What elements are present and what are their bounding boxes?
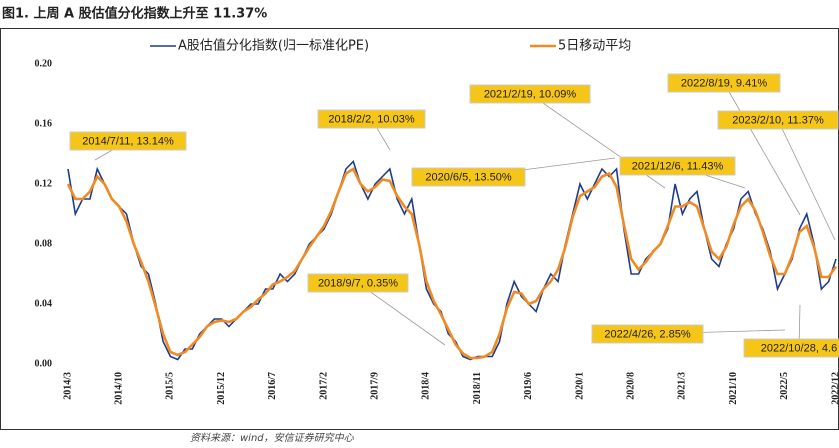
- source: 资料来源：wind，安信证券研究中心: [190, 432, 355, 444]
- annotation: 2022/10/28, 4.6: [761, 342, 837, 354]
- x-tick-label: 2020/8: [625, 372, 636, 400]
- annotation-box: [743, 338, 839, 358]
- x-tick-label: 2022/5: [779, 372, 790, 400]
- x-tick-label: 2018/11: [472, 372, 483, 404]
- leader-line: [357, 282, 446, 346]
- x-tick-label: 2021/10: [728, 372, 739, 405]
- annotation: 2014/7/11, 13.14%: [82, 135, 174, 147]
- annotation: 2021/12/6, 11.43%: [632, 160, 724, 172]
- annotation-box: [411, 167, 526, 187]
- annotation-box: [667, 73, 781, 93]
- annotation-box: [469, 84, 591, 104]
- annotation-box: [717, 110, 839, 130]
- chart-frame: [0, 28, 839, 430]
- chart-title: 图1. 上周 A 股估值分化指数上升至 11.37%: [2, 6, 267, 22]
- annotation-box: [307, 273, 409, 293]
- annotation-box: [619, 156, 736, 176]
- annotation-box: [317, 109, 426, 129]
- x-tick-label: 2017/9: [369, 372, 380, 400]
- annotation: 2022/8/19, 9.41%: [681, 77, 767, 89]
- x-tick-label: 2021/3: [677, 372, 688, 400]
- x-tick-label: 2015/5: [165, 372, 176, 400]
- x-tick-label: 2020/1: [574, 372, 585, 400]
- series-line: [66, 167, 838, 360]
- x-tick-label: 2019/6: [523, 372, 534, 400]
- y-tick-label: 0.20: [35, 58, 53, 69]
- annotation: 2020/6/5, 13.50%: [425, 171, 511, 183]
- legend-label: 5日移动平均: [558, 39, 631, 54]
- y-tick-label: 0.08: [35, 238, 53, 249]
- annotation: 2022/4/26, 2.85%: [604, 328, 690, 340]
- annotation: 2021/2/19, 10.09%: [484, 88, 577, 100]
- y-tick-label: 0.12: [35, 178, 53, 189]
- annotation: 2023/2/10, 11.37%: [732, 114, 824, 126]
- plot: 0.00 0.04 0.08 0.12 0.16 0.20 2014/3 2014/10 201…: [35, 58, 839, 405]
- legend-label: A股估值分化指数(归一标准化PE): [178, 38, 369, 54]
- y-tick-label: 0.00: [35, 358, 53, 369]
- annotation: 2018/9/7, 0.35%: [318, 277, 398, 289]
- x-tick-label: 2017/2: [318, 372, 329, 400]
- annotation-box: [69, 131, 187, 151]
- x-tick-label: 2016/7: [267, 372, 278, 400]
- leader-line: [777, 119, 836, 241]
- y-tick-label: 0.16: [35, 118, 53, 129]
- x-tick-label: 2018/4: [421, 372, 432, 400]
- annotation: 2018/2/2, 10.03%: [328, 113, 414, 125]
- x-tick-label: 2014/3: [62, 372, 73, 400]
- leader-line: [723, 82, 801, 216]
- y-tick-label: 0.04: [35, 298, 53, 309]
- x-tick-label: 2022/12: [830, 372, 839, 405]
- annotation-box: [591, 324, 704, 344]
- x-tick-label: 2014/10: [113, 372, 124, 405]
- x-tick-label: 2015/12: [216, 372, 227, 405]
